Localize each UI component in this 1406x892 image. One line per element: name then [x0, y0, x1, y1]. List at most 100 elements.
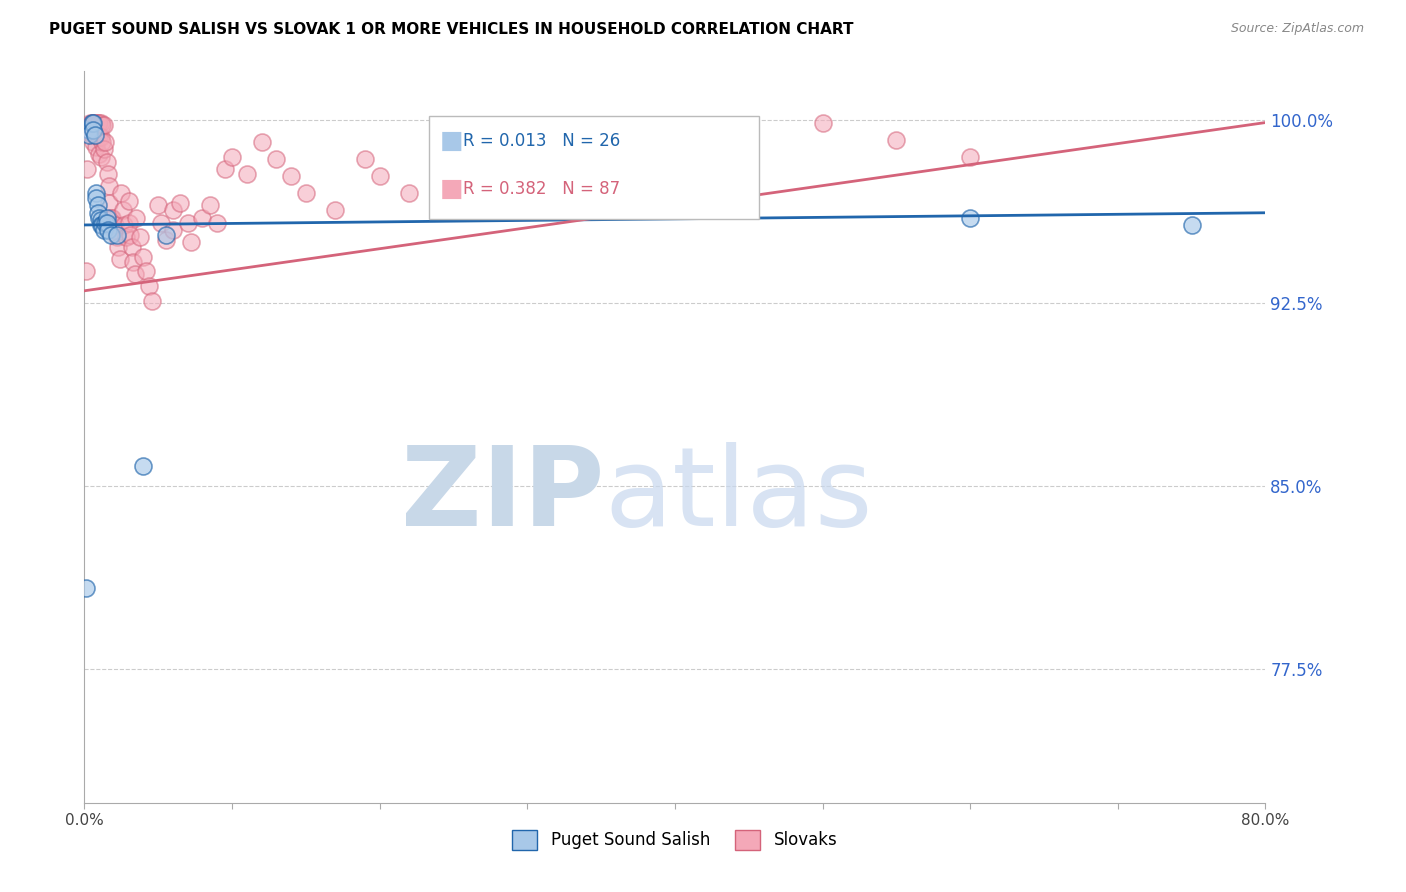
Point — [118, 215, 141, 229]
Point — [1181, 218, 1204, 232]
Point — [112, 218, 135, 232]
Point — [79, 115, 101, 129]
Point — [162, 223, 184, 237]
Text: atlas: atlas — [605, 442, 873, 549]
Point — [97, 223, 120, 237]
Point — [90, 213, 112, 227]
Text: Source: ZipAtlas.com: Source: ZipAtlas.com — [1230, 22, 1364, 36]
Point — [266, 152, 288, 166]
Point — [84, 115, 107, 129]
Point — [107, 240, 129, 254]
Point — [84, 128, 107, 142]
Point — [90, 150, 112, 164]
Point — [96, 154, 118, 169]
Point — [121, 240, 143, 254]
Point — [125, 211, 148, 225]
Point — [86, 115, 108, 129]
Point — [162, 203, 184, 218]
Point — [87, 211, 111, 225]
Point — [214, 161, 236, 176]
Text: ■: ■ — [440, 178, 464, 201]
Point — [368, 169, 391, 184]
Point — [169, 196, 191, 211]
Point — [155, 233, 177, 247]
Point — [82, 135, 104, 149]
Point — [96, 211, 118, 225]
Point — [80, 115, 103, 129]
Point — [94, 135, 117, 149]
Point — [132, 250, 155, 264]
Point — [811, 115, 834, 129]
Point — [82, 115, 104, 129]
Text: PUGET SOUND SALISH VS SLOVAK 1 OR MORE VEHICLES IN HOUSEHOLD CORRELATION CHART: PUGET SOUND SALISH VS SLOVAK 1 OR MORE V… — [49, 22, 853, 37]
Point — [98, 196, 121, 211]
Point — [77, 118, 100, 132]
Legend: Puget Sound Salish, Slovaks: Puget Sound Salish, Slovaks — [506, 823, 844, 856]
Point — [959, 211, 981, 225]
Point — [236, 167, 259, 181]
Point — [77, 123, 100, 137]
Point — [122, 254, 145, 268]
Point — [82, 123, 104, 137]
Text: R = 0.382   N = 87: R = 0.382 N = 87 — [463, 180, 620, 198]
Point — [198, 198, 221, 212]
Point — [138, 279, 160, 293]
Point — [91, 218, 114, 232]
Point — [295, 186, 318, 201]
Point — [80, 128, 103, 142]
Point — [120, 227, 142, 242]
Point — [221, 150, 243, 164]
Point — [82, 118, 104, 132]
Point — [516, 169, 538, 184]
Point — [94, 215, 117, 229]
Point — [135, 264, 157, 278]
Point — [118, 194, 141, 208]
Point — [148, 198, 170, 212]
Point — [96, 215, 118, 229]
Point — [103, 223, 125, 237]
Point — [77, 128, 100, 142]
Point — [91, 118, 114, 132]
Text: ■: ■ — [440, 129, 464, 153]
Point — [150, 215, 173, 229]
Point — [87, 115, 111, 129]
Point — [90, 130, 112, 145]
Point — [177, 215, 200, 229]
Point — [180, 235, 202, 249]
Point — [443, 135, 465, 149]
Point — [90, 218, 112, 232]
Point — [91, 135, 114, 149]
Point — [83, 125, 105, 139]
Point — [354, 152, 377, 166]
Point — [325, 203, 347, 218]
Point — [93, 223, 115, 237]
Point — [591, 135, 613, 149]
Point — [75, 264, 97, 278]
Point — [398, 186, 420, 201]
Point — [87, 130, 111, 145]
Point — [76, 161, 98, 176]
Point — [86, 198, 108, 212]
Point — [110, 186, 132, 201]
Point — [84, 191, 107, 205]
Point — [100, 211, 122, 225]
Point — [114, 230, 136, 244]
Point — [155, 227, 177, 242]
Point — [486, 152, 509, 166]
Point — [86, 206, 108, 220]
Point — [108, 252, 131, 266]
Point — [280, 169, 302, 184]
Point — [93, 142, 115, 156]
Point — [97, 167, 120, 181]
Point — [83, 128, 105, 142]
Point — [250, 135, 273, 149]
Point — [86, 128, 108, 142]
Point — [98, 178, 121, 193]
Point — [101, 211, 124, 225]
Point — [886, 133, 908, 147]
Point — [104, 218, 127, 232]
Point — [738, 137, 761, 152]
Point — [191, 211, 214, 225]
Point — [207, 215, 229, 229]
Point — [124, 267, 146, 281]
